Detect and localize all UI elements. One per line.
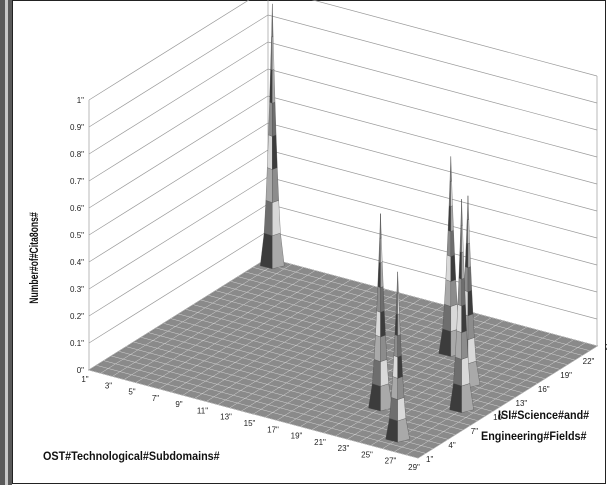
z-tick-label: 0.8" xyxy=(70,150,84,159)
z-tick-label: 0.9" xyxy=(70,123,84,132)
y-tick-label: 1" xyxy=(426,455,433,464)
floor-gridline xyxy=(103,360,433,449)
z-tick-label: 0" xyxy=(77,366,84,375)
chart-floor xyxy=(88,257,598,459)
x-tick-label: 23" xyxy=(338,444,350,453)
y-tick-label: 10" xyxy=(493,413,505,422)
floor-gridline xyxy=(238,276,568,365)
floor-gridline xyxy=(230,281,560,370)
y-axis-ticks: 1" 4" 7" 10" 13" 16" 19" 22" 25" xyxy=(426,343,607,464)
y-tick-label: 16" xyxy=(538,385,550,394)
floor-gridline xyxy=(111,355,441,445)
z-axis-title: Number#of#Cita8ons# xyxy=(29,212,42,304)
floor-gridline xyxy=(208,295,538,384)
z-tick-label: 0.6" xyxy=(70,204,84,213)
x-axis-ticks: 1" 3" 5" 7" 9" 11" 13" 15" 17" 19" 21" 23" 25" 27" 29" xyxy=(81,375,420,472)
z-tick-label: 0.7" xyxy=(70,177,84,186)
wall-gridline xyxy=(88,95,598,209)
z-tick-label: 0.5" xyxy=(70,231,84,240)
chart-walls xyxy=(88,0,598,371)
x-tick-label: 11" xyxy=(197,406,208,415)
x-tick-label: 7" xyxy=(152,394,159,403)
x-tick-label: 25" xyxy=(361,450,373,459)
y-tick-label: 25" xyxy=(605,343,607,352)
floor-gridline xyxy=(178,313,508,403)
chart-peaks xyxy=(260,3,481,443)
window-left-edge xyxy=(0,0,12,485)
y-tick-label: 13" xyxy=(516,399,528,408)
surface-peak xyxy=(449,199,474,413)
x-axis-title: OST#Technological#Subdomains# xyxy=(43,451,220,464)
chart-border xyxy=(12,0,606,484)
x-tick-label: 9" xyxy=(175,400,182,409)
wall-gridline xyxy=(88,68,598,182)
wall-gridline xyxy=(88,0,598,101)
y-tick-label: 19" xyxy=(560,371,572,380)
surface-peak xyxy=(260,3,285,270)
surface-peak xyxy=(368,213,393,412)
floor-gridline xyxy=(156,327,486,417)
x-tick-label: 27" xyxy=(385,457,397,466)
wall-gridline xyxy=(88,14,598,128)
z-tick-label: 0.3" xyxy=(70,285,84,294)
floor-gridline xyxy=(88,369,419,459)
floor-gridline xyxy=(260,262,590,351)
y-axis-title-line1: ISI#Science#and# xyxy=(498,410,590,423)
floor-gridline xyxy=(148,332,478,421)
x-tick-label: 17" xyxy=(267,425,279,434)
x-tick-label: 3" xyxy=(105,381,112,390)
floor-gridline xyxy=(223,285,553,375)
z-tick-label: 1" xyxy=(77,96,84,105)
floor-gridline xyxy=(133,341,463,431)
floor-gridline xyxy=(245,271,575,361)
wall-gridline xyxy=(88,122,598,236)
x-tick-label: 15" xyxy=(244,419,256,428)
surface-peak xyxy=(385,271,410,443)
floor-gridline xyxy=(170,318,501,407)
wall-gridline xyxy=(88,149,598,263)
z-tick-label: 0.2" xyxy=(70,312,84,321)
x-tick-label: 13" xyxy=(220,413,232,422)
y-tick-label: 7" xyxy=(471,427,478,436)
z-tick-label: 0.4" xyxy=(70,258,84,267)
x-tick-label: 5" xyxy=(128,388,135,397)
floor-gridline xyxy=(163,323,493,412)
wall-gridline xyxy=(88,176,598,290)
floor-gridline xyxy=(141,337,471,426)
x-tick-label: 29" xyxy=(408,463,420,472)
x-tick-label: 19" xyxy=(291,432,303,441)
floor-gridline xyxy=(96,365,426,454)
x-tick-label: 1" xyxy=(81,375,88,384)
z-axis-ticks: 0" 0.1" 0.2" 0.3" 0.4" 0.5" 0.6" 0.7" 0.8" 0.9" 1" xyxy=(70,96,84,375)
floor-gridline xyxy=(253,267,583,356)
y-tick-label: 4" xyxy=(448,441,455,450)
y-tick-label: 22" xyxy=(583,357,595,366)
z-tick-label: 0.1" xyxy=(70,339,84,348)
wall-gridline xyxy=(88,41,598,155)
floor-gridline xyxy=(267,257,598,347)
x-tick-label: 21" xyxy=(314,438,326,447)
y-axis-title-line2: Engineering#Fields# xyxy=(481,431,587,444)
